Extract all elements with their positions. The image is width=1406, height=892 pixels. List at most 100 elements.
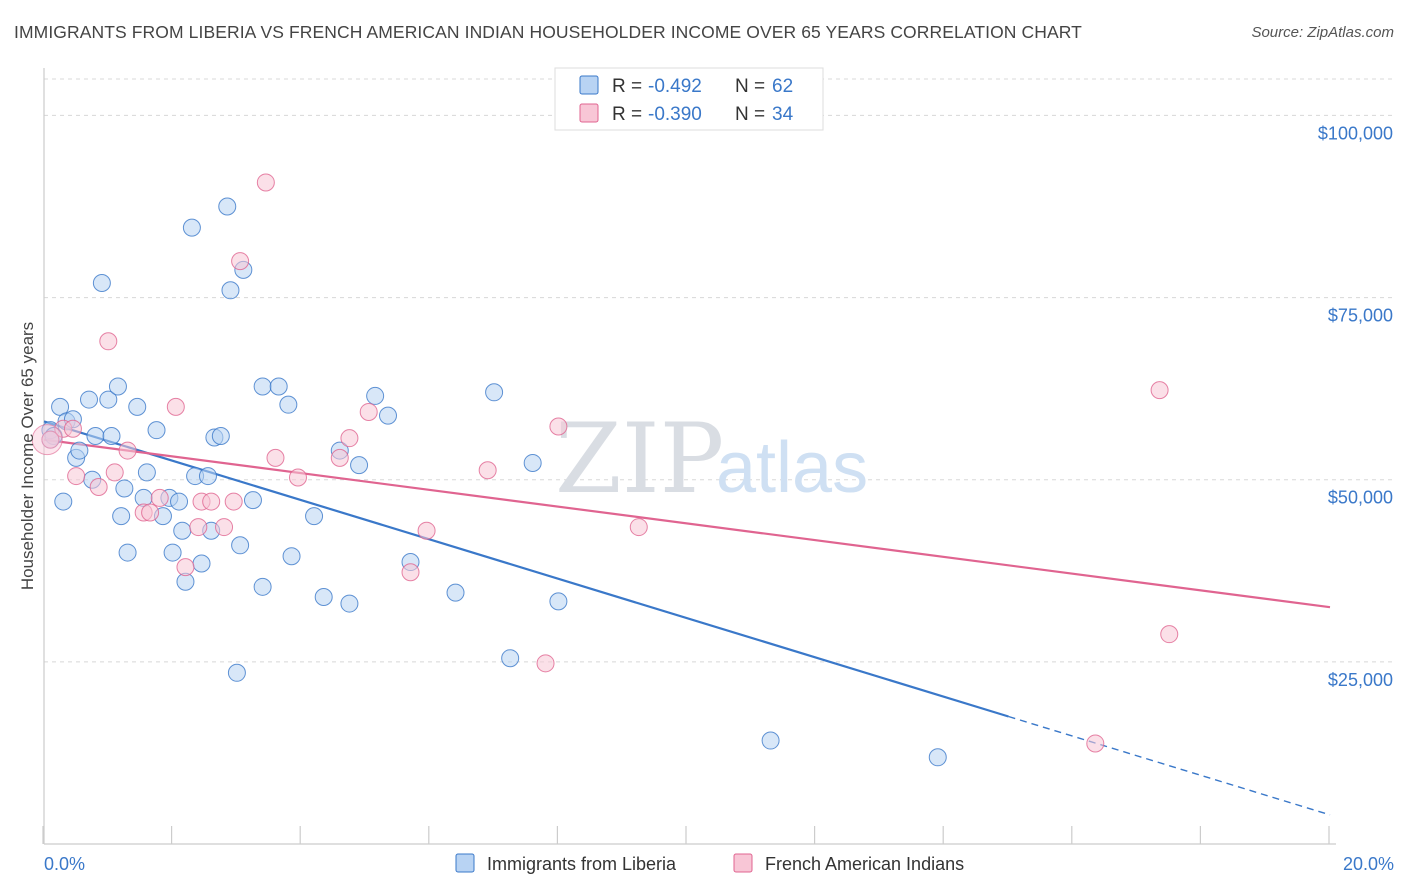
point-liberia [928,748,947,767]
point-liberia [102,427,121,445]
point-french-american-indians [63,419,82,438]
point-liberia [147,421,166,440]
point-liberia [501,649,520,668]
point-liberia [485,383,504,402]
point-liberia [523,453,542,472]
point-liberia [137,463,156,482]
point-french-american-indians [141,503,160,522]
point-liberia [340,594,359,613]
point-liberia [279,395,298,414]
legend-n-value-french-american-indians: 34 [772,104,794,125]
point-liberia [549,592,568,611]
point-liberia [218,197,237,216]
point-french-american-indians [629,518,648,537]
axes [42,68,1336,845]
point-french-american-indians [549,417,568,436]
point-french-american-indians [105,463,124,482]
watermark-atlas: atlas [716,428,868,508]
point-french-american-indians [401,563,420,582]
point-liberia [92,274,111,292]
point-liberia [54,492,73,511]
trend-line-french-american-indians [43,438,1331,609]
point-liberia [314,588,333,607]
y-tick-label: $50,000 [1328,488,1393,508]
point-liberia [108,377,127,396]
point-liberia [243,491,262,510]
data-points [31,173,1179,767]
legend-n-label-french-american-indians: N = [735,104,765,125]
point-liberia [366,386,385,405]
point-liberia [282,547,301,566]
legend-n-label-liberia: N = [735,76,765,97]
point-french-american-indians [478,461,497,480]
point-liberia [182,218,201,237]
legend-r-label-liberia: R = [612,76,642,97]
x-tick-label-max: 20.0% [1343,854,1394,874]
bottom-legend-swatch-liberia [455,853,475,873]
y-tick-label: $75,000 [1328,306,1393,326]
legend-r-value-french-american-indians: -0.390 [648,104,702,125]
legend-box [554,67,824,131]
legend-r-value-liberia: -0.492 [648,76,702,97]
point-liberia [118,543,137,562]
point-french-american-indians [359,402,378,421]
grid-lines [44,78,1394,663]
legend-r-label-french-american-indians: R = [612,104,642,125]
bottom-legend: Immigrants from Liberia French American … [455,853,964,874]
point-liberia [227,663,246,682]
point-french-american-indians [231,252,250,271]
point-liberia [198,467,217,486]
point-french-american-indians [340,429,359,448]
bottom-legend-label-liberia: Immigrants from Liberia [487,854,677,874]
bottom-legend-label-french-american-indians: French American Indians [765,854,964,874]
point-french-american-indians [224,492,243,511]
point-liberia [192,554,211,573]
legend-swatch-french-american-indians [579,103,599,123]
point-french-american-indians [189,518,208,537]
point-liberia [761,731,780,750]
x-tick-label-min: 0.0% [44,854,85,874]
y-tick-label: $100,000 [1318,123,1393,143]
point-liberia [115,479,134,498]
point-liberia [170,492,189,511]
point-french-american-indians [536,654,555,673]
point-liberia [70,441,89,460]
point-french-american-indians [266,448,285,467]
point-french-american-indians [288,468,307,487]
point-french-american-indians [330,448,349,467]
legend: R = -0.492 N = 62 R = -0.390 N = 34 [554,67,824,131]
point-french-american-indians [1150,381,1169,400]
point-french-american-indians [99,332,118,351]
point-liberia [269,377,288,396]
point-liberia [173,521,192,540]
point-liberia [253,577,272,596]
point-french-american-indians [89,478,108,496]
trend-line-extension [1008,715,1331,816]
point-liberia [379,406,398,425]
point-liberia [86,427,105,445]
chart-title: IMMIGRANTS FROM LIBERIA VS FRENCH AMERIC… [14,22,1082,42]
point-liberia [163,543,182,562]
y-tick-labels: $25,000 $50,000 $75,000 $100,000 [1318,123,1393,689]
point-liberia [446,583,465,602]
x-tick-marks [42,826,1330,844]
bottom-legend-swatch-french-american-indians [733,853,753,873]
point-cluster [31,424,63,456]
point-french-american-indians [215,518,234,537]
legend-swatch-liberia [579,75,599,95]
y-axis-label: Householder Income Over 65 years [18,322,37,590]
watermark-zip: ZIP [555,403,724,515]
point-liberia [80,390,99,409]
legend-n-value-liberia: 62 [772,76,793,97]
point-liberia [112,507,131,526]
point-liberia [253,377,272,396]
source-label: Source: ZipAtlas.com [1251,24,1394,41]
point-french-american-indians [67,467,86,486]
point-french-american-indians [1160,625,1179,644]
point-french-american-indians [166,397,185,416]
point-liberia [128,397,147,416]
point-liberia [231,536,250,555]
point-french-american-indians [150,488,169,507]
point-french-american-indians [41,430,60,449]
